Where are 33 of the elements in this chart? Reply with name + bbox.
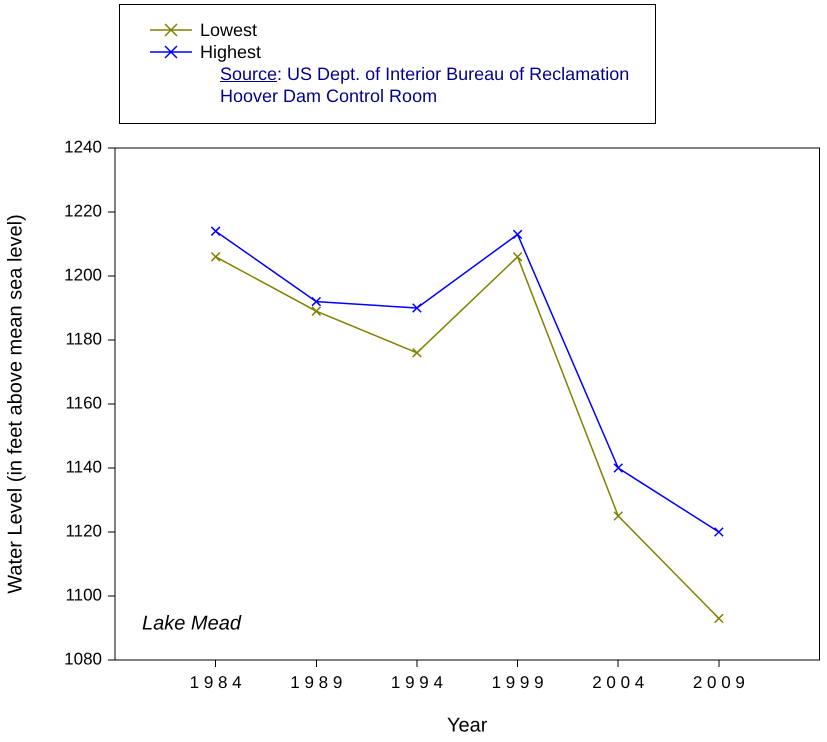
x-tick-label: 1 9 9 4 — [390, 672, 443, 692]
x-tick-label: 1 9 8 9 — [290, 672, 342, 692]
x-axis-title: Year — [447, 714, 488, 737]
point — [714, 527, 724, 537]
point — [210, 252, 221, 262]
point — [412, 348, 422, 358]
point — [714, 613, 724, 624]
x-tick-label: 1 9 8 4 — [190, 672, 242, 692]
y-tick-label: 1140 — [65, 458, 102, 477]
x-tick-label: 2 0 0 9 — [692, 672, 745, 692]
point — [613, 463, 624, 473]
point — [412, 303, 422, 313]
x-tick-label: 2 0 0 4 — [592, 672, 644, 692]
legend-label: Highest — [200, 41, 262, 63]
y-tick-label: 1080 — [64, 650, 102, 669]
annotation: Lake Mead — [142, 612, 242, 635]
point — [512, 229, 523, 240]
y-tick-label: 1220 — [64, 202, 102, 221]
source-note: Source: US Dept. of Interior Bureau of Reclamation Hoover Dam Control Room — [220, 63, 630, 107]
y-tick-label: 1180 — [65, 330, 102, 349]
y-tick-label: 1100 — [65, 586, 102, 605]
y-tick-label: 1120 — [65, 522, 102, 541]
point — [311, 306, 322, 316]
point — [613, 511, 624, 521]
legend-label: Lowest — [200, 19, 258, 41]
y-tick-label: 1240 — [64, 138, 102, 157]
y-axis-title: Water Level (in feet above mean sea level) — [4, 214, 27, 594]
point — [210, 226, 221, 236]
point — [512, 252, 523, 262]
y-tick-label: 1160 — [65, 394, 102, 413]
x-tick-label: 1 9 9 9 — [492, 672, 544, 692]
point — [311, 296, 322, 307]
y-tick-label: 1200 — [64, 266, 102, 285]
